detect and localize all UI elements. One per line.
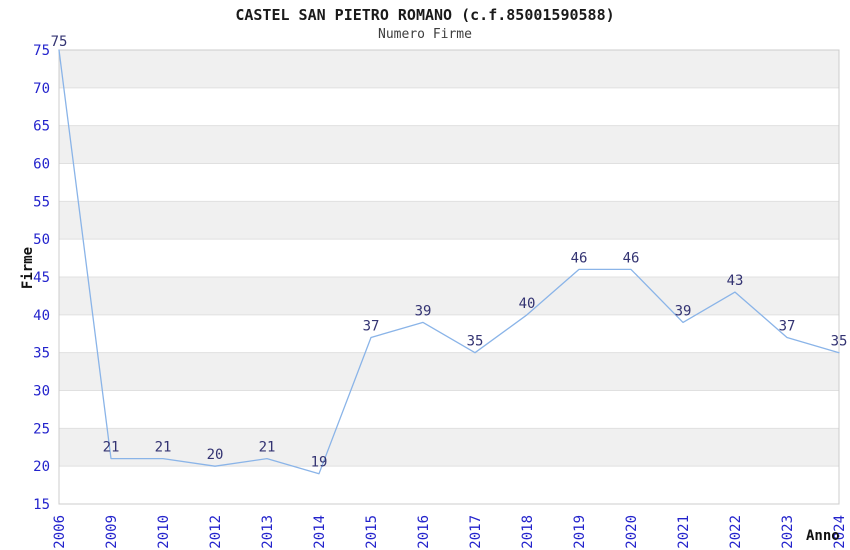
y-tick-label: 40 [33,308,50,324]
plot-bands [59,50,839,467]
x-tick-label: 2014 [312,515,328,549]
y-tick-label: 35 [33,346,50,362]
chart-subtitle: Numero Firme [378,27,472,42]
x-axis-label: Anno [806,528,840,544]
x-tick-label: 2017 [468,515,484,549]
y-tick-labels: 15 20 25 30 35 40 45 50 55 60 65 70 75 [33,43,50,513]
data-label: 46 [571,250,588,266]
data-label: 75 [51,34,68,50]
x-tick-label: 2015 [364,515,380,549]
grid-band [59,428,839,467]
y-tick-label: 75 [33,43,50,59]
data-label: 35 [467,334,484,350]
y-tick-label: 45 [33,270,50,286]
y-tick-label: 20 [33,459,50,475]
y-axis-label: Firme [20,246,36,290]
data-labels: 75 21 21 20 21 19 37 39 35 40 46 46 39 43 37 35 [51,34,848,471]
x-tick-label: 2012 [208,515,224,549]
grid-band [59,201,839,240]
data-label: 35 [831,334,848,350]
data-label: 39 [675,303,692,319]
y-tick-label: 25 [33,421,50,437]
plot-border [58,49,840,505]
series-line-numero-firme [58,49,840,475]
data-label: 37 [779,319,796,335]
data-label: 20 [207,447,224,463]
data-label: 21 [155,440,172,456]
grid-band [59,277,839,315]
y-tick-label: 30 [33,384,50,400]
x-tick-label: 2022 [728,515,744,549]
data-label: 46 [623,250,640,266]
data-label: 21 [103,440,120,456]
x-tick-label: 2023 [780,515,796,549]
x-tick-label: 2009 [104,515,120,549]
y-tick-label: 15 [33,497,50,513]
x-tick-label: 2018 [520,515,536,549]
chart-title: CASTEL SAN PIETRO ROMANO (c.f.8500159058… [235,6,615,24]
x-tick-label: 2006 [52,515,68,549]
y-tick-label: 50 [33,232,50,248]
data-label: 19 [311,455,328,471]
x-tick-label: 2024 [832,515,848,549]
data-label: 37 [363,319,380,335]
grid-band [59,352,839,391]
x-tick-label: 2010 [156,515,172,549]
data-label: 39 [415,303,432,319]
data-label: 21 [259,440,276,456]
gridlines [59,49,839,505]
y-tick-label: 60 [33,157,50,173]
grid-band [59,125,839,164]
x-tick-label: 2013 [260,515,276,549]
x-tick-label: 2019 [572,515,588,549]
data-label: 43 [727,273,744,289]
data-label: 40 [519,296,536,312]
x-tick-labels: 2006 2009 2010 2012 2013 2014 2015 2016 2017 2018… [52,515,848,549]
y-tick-label: 55 [33,194,50,210]
x-tick-label: 2016 [416,515,432,549]
x-tick-label: 2020 [624,515,640,549]
x-tick-label: 2021 [676,515,692,549]
y-tick-label: 65 [33,119,50,135]
y-tick-label: 70 [33,81,50,97]
grid-band [59,50,839,88]
